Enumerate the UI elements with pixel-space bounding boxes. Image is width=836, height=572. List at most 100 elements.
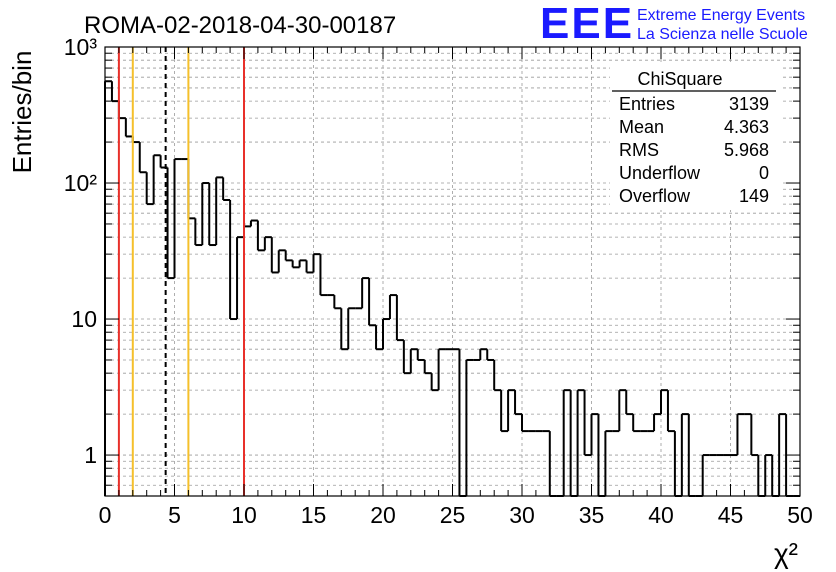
marker-lines [117,47,245,496]
histogram-bin [395,295,404,342]
histogram-bin [430,373,439,392]
x-tick-label: 40 [648,502,674,528]
histogram-bin [291,260,300,269]
logo-line2: La Scienza nelle Scuole [637,26,808,43]
histogram-bin [110,81,119,103]
histogram-bin [187,159,196,220]
histogram-bin [333,295,342,310]
histogram-bin [166,167,175,280]
histogram-bin [368,278,377,327]
histogram-bin [270,237,279,274]
histogram-bin [701,454,710,496]
histogram-bin [229,200,238,321]
logo-line1: Extreme Energy Events [637,7,805,24]
histogram-bin [243,225,251,238]
x-tick-label: 0 [99,502,112,528]
histogram-bin [222,177,231,202]
stats-title: ChiSquare [637,69,722,89]
histogram-bin [388,294,397,320]
histogram-bin [618,389,627,432]
histogram-bin [347,307,356,350]
x-tick-label: 10 [231,502,257,528]
x-axis-label: χ² [774,538,798,569]
histogram-bin [590,413,599,456]
histogram-bin [402,340,411,375]
x-tick-label: 45 [718,502,744,528]
histogram-bin [104,80,112,496]
stats-row: Underflow 0 [619,163,769,183]
x-tick-label: 50 [787,502,813,528]
histogram-bin [131,136,140,144]
histogram-bin [486,349,495,361]
stats-box: ChiSquare Entries 3139 Mean 4.363 RMS 5.… [610,64,780,210]
logo-mark: EEE [540,0,634,48]
stats-row-value: 0 [759,163,769,183]
histogram-bin [361,277,370,309]
y-tick-label: 10³ [64,34,98,60]
stats-row: RMS 5.968 [619,140,769,160]
stats-row-value: 149 [739,186,769,206]
histogram-bin [576,389,585,496]
histogram-bin [465,358,474,496]
x-tick-label: 15 [301,502,327,528]
stats-row-label: Entries [619,94,675,114]
histogram-bin [423,359,432,375]
stats-row-label: Overflow [619,186,691,206]
histogram-bin [479,348,488,360]
stats-row-label: RMS [619,140,659,160]
histogram-bin [562,389,571,496]
run-title: ROMA-02-2018-04-30-00187 [84,12,396,39]
eee-logo: EEE Extreme Energy Events La Scienza nel… [540,0,808,48]
histogram-bin [507,389,516,432]
histogram-bin [521,414,529,433]
histogram-bin [778,413,787,496]
histogram-bin [653,413,661,432]
histogram-bin [249,219,258,227]
stats-row-label: Mean [619,117,664,137]
histogram-bin [319,254,328,297]
histogram-bin [632,414,641,433]
x-tick-label: 30 [509,502,535,528]
histogram-bin [215,176,224,246]
histogram-bin [208,183,217,247]
histogram-bin [312,253,321,273]
histogram-bin [416,349,425,361]
y-tick-label: 1 [84,442,97,468]
histogram-bin [382,318,390,350]
histogram-bin [409,348,418,374]
histogram-bin [514,390,522,416]
histogram-bin [263,236,272,251]
stats-row: Overflow 149 [619,186,769,206]
histogram-bin [569,390,578,497]
y-tick-label: 10² [64,170,98,196]
stats-row: Entries 3139 [619,94,769,114]
histogram-bin [660,389,668,415]
histogram-bin [236,236,244,320]
stats-row-value: 5.968 [724,140,769,160]
axes: 0 5 10 15 20 25 30 35 40 45 50 1 10 10² 10³ [64,34,813,528]
histogram-bin [548,431,557,497]
histogram-bin [305,260,314,274]
histogram-bin [583,390,592,457]
x-tick-label: 35 [579,502,605,528]
histogram-bin [500,390,509,433]
histogram-bin [201,182,210,246]
histogram-bin [493,359,502,392]
histogram-bin [124,118,133,138]
histogram-bin [173,158,182,279]
histogram-bin [673,431,682,497]
histogram-bin [666,390,675,433]
histogram-bin [680,413,689,496]
x-tick-label: 20 [370,502,396,528]
histogram-bin [284,250,293,262]
x-tick-label: 25 [440,502,466,528]
histogram-bin [736,413,745,456]
histogram-bin [138,142,147,174]
histogram-bin [298,259,307,268]
histogram-bin [256,220,265,252]
histogram-bin [375,325,383,351]
stats-row-value: 3139 [729,94,769,114]
stats-row: Mean 4.363 [619,117,769,137]
histogram-bin [117,101,126,120]
